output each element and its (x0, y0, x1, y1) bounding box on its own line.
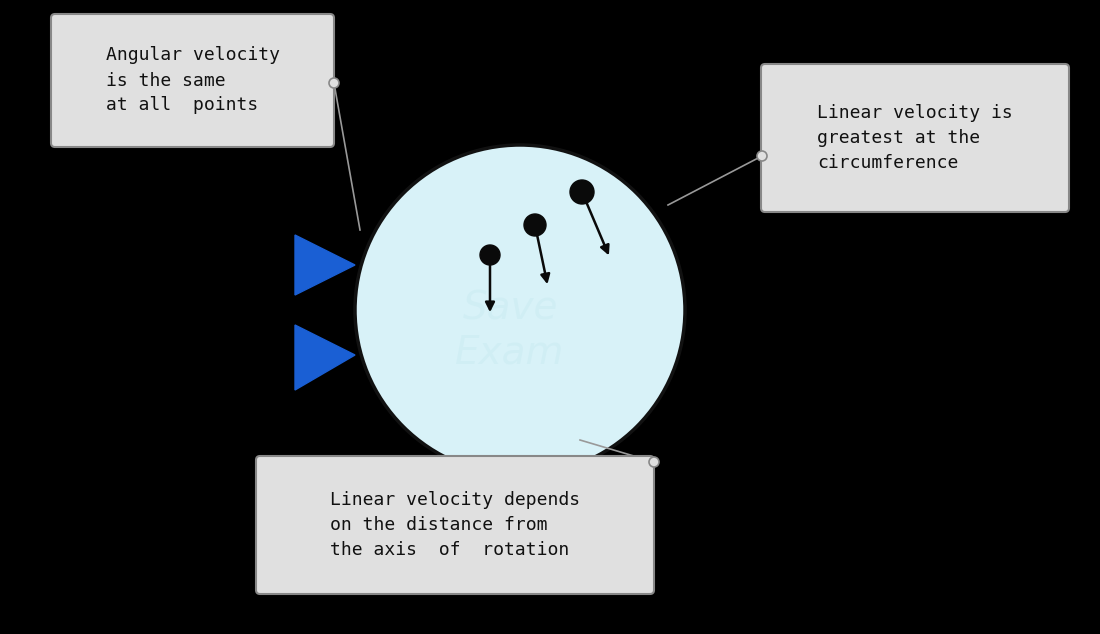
FancyBboxPatch shape (256, 456, 654, 594)
Polygon shape (295, 325, 355, 390)
Polygon shape (295, 235, 355, 295)
Circle shape (570, 180, 594, 204)
Circle shape (757, 151, 767, 161)
FancyBboxPatch shape (51, 14, 334, 147)
Text: Angular velocity
is the same  
at all  points: Angular velocity is the same at all poin… (106, 46, 279, 115)
Circle shape (355, 145, 685, 475)
Circle shape (524, 214, 546, 236)
Text: Save
Exam: Save Exam (455, 289, 564, 371)
Circle shape (649, 457, 659, 467)
FancyBboxPatch shape (761, 64, 1069, 212)
Text: Linear velocity is
greatest at the
circumference: Linear velocity is greatest at the circu… (817, 104, 1013, 172)
Circle shape (480, 245, 501, 265)
Circle shape (329, 78, 339, 88)
Text: Linear velocity depends
on the distance from  
the axis  of  rotation: Linear velocity depends on the distance … (330, 491, 580, 559)
